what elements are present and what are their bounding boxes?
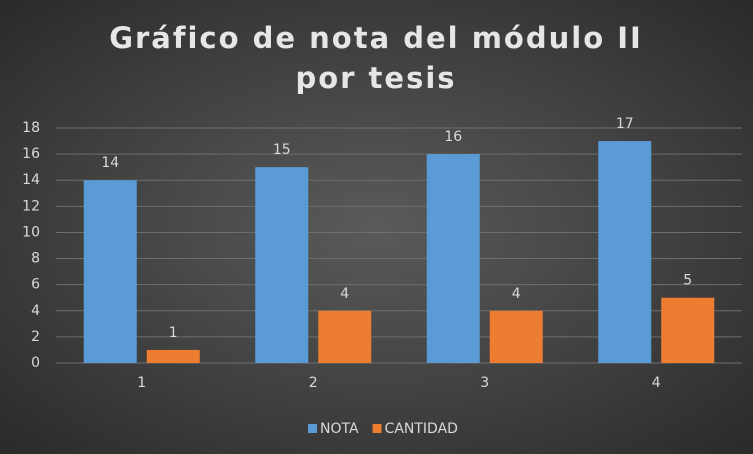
y-tick-label: 18 [22, 120, 40, 136]
legend-swatch [372, 424, 382, 433]
chart-title: Gráfico de nota del módulo II por tesis [109, 21, 643, 95]
x-tick-label: 4 [652, 375, 661, 391]
y-tick-label: 6 [31, 277, 40, 293]
y-tick-label: 4 [31, 303, 40, 319]
bar [426, 154, 480, 363]
bar [255, 167, 309, 363]
data-label: 17 [616, 116, 634, 132]
y-tick-label: 2 [31, 329, 40, 345]
bar [83, 180, 137, 363]
legend-label: CANTIDAD [385, 421, 458, 437]
y-tick-label: 8 [31, 251, 40, 267]
bar [598, 141, 652, 363]
y-tick-label: 10 [22, 224, 40, 240]
legend-swatch [308, 424, 317, 433]
data-label: 1 [169, 325, 178, 341]
data-label: 4 [340, 286, 349, 302]
x-tick-label: 1 [137, 375, 146, 391]
y-tick-label: 0 [31, 355, 40, 371]
bar [146, 349, 200, 363]
bar [661, 297, 715, 363]
bar [489, 310, 543, 363]
data-label: 4 [512, 286, 521, 302]
data-label: 14 [101, 155, 119, 171]
y-tick-label: 14 [22, 172, 40, 188]
data-label: 15 [273, 142, 291, 158]
x-tick-label: 2 [309, 375, 318, 391]
legend-label: NOTA [320, 421, 359, 437]
data-label: 5 [683, 273, 692, 289]
y-tick-label: 12 [22, 198, 40, 214]
y-tick-label: 16 [22, 146, 40, 162]
x-tick-label: 3 [480, 375, 489, 391]
bar [318, 310, 372, 363]
data-label: 16 [444, 129, 462, 145]
